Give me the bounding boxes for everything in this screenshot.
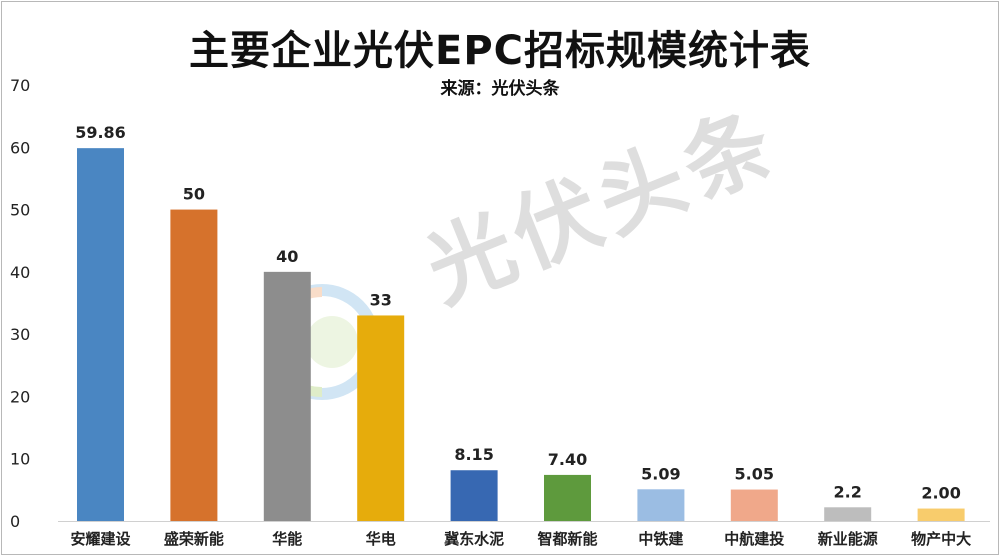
data-label: 50 [183, 185, 205, 204]
category-label: 新业能源 [818, 530, 878, 548]
category-label: 冀东水泥 [444, 530, 504, 548]
category-label: 智都新能 [537, 530, 597, 548]
y-tick-label: 20 [10, 387, 30, 406]
y-tick-label: 40 [10, 263, 30, 282]
category-label: 华电 [366, 530, 396, 548]
y-axis: 0 10 20 30 40 50 60 70 [10, 76, 30, 531]
x-axis-labels: 安耀建设 盛荣新能 华能 华电 冀东水泥 智都新能 中铁建 中航建投 新业能源 物产中大 [70, 530, 971, 548]
chart-title: 主要企业光伏EPC招标规模统计表 [189, 28, 811, 74]
bar [170, 209, 218, 522]
bar [730, 489, 778, 521]
bar [544, 474, 591, 521]
bars [58, 148, 990, 522]
bar [357, 315, 405, 521]
data-label: 5.05 [735, 465, 774, 484]
y-tick-label: 30 [10, 325, 30, 344]
y-tick-label: 50 [10, 201, 30, 220]
data-label: 2.2 [834, 482, 862, 501]
y-tick-label: 60 [10, 138, 30, 157]
bar [637, 489, 685, 521]
bar [77, 148, 124, 521]
category-label: 安耀建设 [70, 530, 130, 548]
category-label: 中铁建 [638, 530, 684, 548]
data-label: 40 [276, 247, 298, 266]
category-label: 华能 [272, 530, 302, 548]
category-label: 盛荣新能 [164, 530, 224, 548]
y-tick-label: 10 [10, 450, 30, 469]
bar [450, 470, 498, 521]
data-label: 2.00 [921, 484, 960, 503]
data-label: 8.15 [454, 445, 493, 464]
category-label: 中航建投 [724, 530, 784, 548]
y-tick-label: 70 [10, 76, 30, 95]
bar [824, 507, 872, 521]
value-labels: 59.86 50 40 33 8.15 7.40 5.09 5.05 2.2 2.00 [75, 123, 961, 502]
y-tick-label: 0 [10, 512, 20, 531]
data-label: 59.86 [75, 123, 126, 142]
bar [917, 508, 965, 521]
bar [263, 271, 311, 521]
chart-subtitle: 来源：光伏头条 [440, 79, 560, 99]
category-label: 物产中大 [911, 530, 971, 548]
data-label: 5.09 [641, 464, 680, 483]
data-label: 7.40 [548, 450, 587, 469]
data-label: 33 [370, 290, 392, 309]
